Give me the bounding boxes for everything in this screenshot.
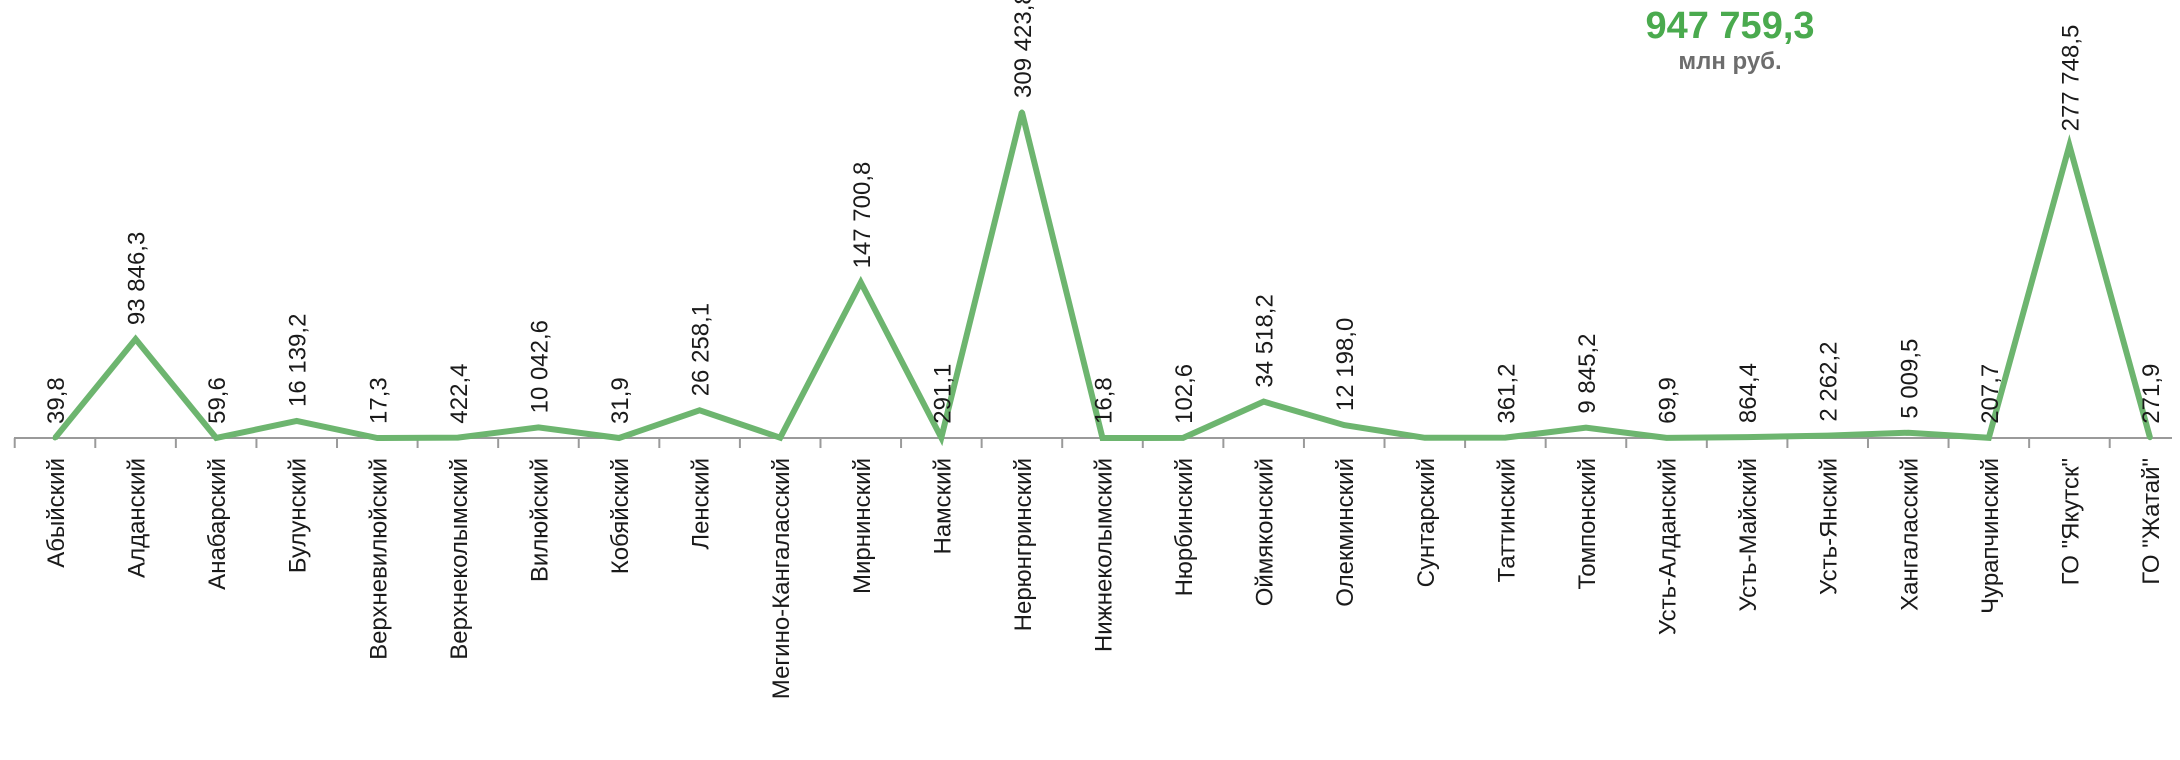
data-point: [1905, 430, 1911, 436]
data-point: [213, 435, 219, 441]
category-label: Чурапчинский: [1977, 458, 2004, 614]
data-label: 93 846,3: [124, 232, 151, 325]
data-point: [938, 435, 944, 441]
data-point: [1341, 422, 1347, 428]
data-point: [858, 279, 864, 285]
data-label: 9 845,2: [1574, 334, 1601, 414]
data-point: [133, 336, 139, 342]
data-point: [52, 435, 58, 441]
data-point: [1583, 425, 1589, 431]
category-label: Вилюйский: [527, 458, 554, 582]
category-label: Нижнеколымский: [1091, 458, 1118, 652]
data-point: [294, 418, 300, 424]
data-point: [1100, 435, 1105, 441]
data-point: [536, 424, 541, 430]
data-point: [2147, 435, 2153, 441]
data-label: 102,6: [1171, 364, 1198, 424]
total-summary: 947 759,3 млн руб.: [1600, 4, 1860, 76]
data-point: [1180, 435, 1186, 441]
data-point: [1502, 435, 1508, 441]
data-point: [1664, 435, 1669, 441]
category-label: Усть-Янский: [1816, 458, 1843, 595]
data-label: 291,1: [929, 364, 956, 424]
data-label: 69,9: [1655, 377, 1682, 424]
category-label: Мегино-Кангаласский: [768, 458, 795, 699]
data-point: [2066, 142, 2072, 148]
data-label: 34 518,2: [1252, 294, 1279, 387]
data-label: 16,8: [1091, 377, 1118, 424]
data-point: [697, 407, 703, 413]
category-label: Абыйский: [43, 458, 70, 568]
data-label: 31,9: [607, 377, 634, 424]
data-point: [1986, 435, 1992, 441]
category-label: Кобяйский: [607, 458, 634, 574]
data-point: [1019, 109, 1025, 115]
data-label: 17,3: [365, 377, 392, 424]
data-label: 309 423,8: [1010, 0, 1037, 98]
data-label: 5 009,5: [1896, 339, 1923, 419]
data-label: 10 042,6: [527, 320, 554, 413]
data-label: 277 748,5: [2057, 25, 2084, 132]
category-labels: Абыйский Алданский Анабарский Булунский Верх…: [43, 458, 2165, 699]
category-label: Мирнинский: [849, 458, 876, 594]
data-label: 207,7: [1977, 364, 2004, 424]
category-label: Сунтарский: [1413, 458, 1440, 587]
data-point: [1422, 435, 1428, 441]
data-label: 271,9: [2138, 364, 2165, 424]
category-label: Хангаласский: [1896, 458, 1923, 611]
data-labels: 39,8 93 846,3 59,6 16 139,2 17,3 422,4 10 042,…: [43, 0, 2165, 424]
data-label: 39,8: [43, 377, 70, 424]
category-label: Верхнеколымский: [446, 458, 473, 660]
category-label: ГО "Жатай": [2138, 458, 2165, 585]
data-point: [616, 435, 622, 441]
data-point: [777, 435, 783, 441]
total-unit: млн руб.: [1678, 48, 1782, 75]
category-label: ГО "Якутск": [2057, 458, 2084, 585]
category-label: Усть-Майский: [1735, 458, 1762, 611]
data-label: 361,2: [1493, 364, 1520, 424]
category-label: Нюрбинский: [1171, 458, 1198, 596]
data-label: 422,4: [446, 364, 473, 424]
category-label: Оймяконский: [1252, 458, 1279, 606]
category-label: Томпонский: [1574, 458, 1601, 590]
data-point: [1744, 434, 1750, 440]
data-label: 147 700,8: [849, 162, 876, 269]
data-label: 12 198,0: [1332, 318, 1359, 411]
total-value: 947 759,3: [1645, 5, 1815, 47]
category-label: Олекминский: [1332, 458, 1359, 607]
data-label: 26 258,1: [688, 303, 715, 396]
data-label: 59,6: [204, 377, 231, 424]
category-label: Ленский: [688, 458, 715, 550]
x-axis: [13, 437, 2172, 448]
category-label: Таттинский: [1493, 458, 1520, 582]
data-point: [374, 435, 380, 441]
series-line-layer: [52, 109, 2153, 447]
data-point: [455, 435, 461, 441]
data-point: [1825, 433, 1831, 439]
data-point: [1261, 399, 1267, 405]
category-label: Усть-Алданский: [1655, 458, 1682, 635]
category-label: Нерюнгринский: [1010, 458, 1037, 631]
category-label: Алданский: [124, 458, 151, 578]
data-label: 864,4: [1735, 363, 1762, 423]
data-label: 16 139,2: [285, 314, 312, 407]
data-label: 2 262,2: [1816, 342, 1843, 422]
category-label: Булунский: [285, 458, 312, 573]
category-label: Анабарский: [204, 458, 231, 590]
category-label: Верхневилюйский: [365, 458, 392, 660]
category-label: Намский: [929, 458, 956, 555]
